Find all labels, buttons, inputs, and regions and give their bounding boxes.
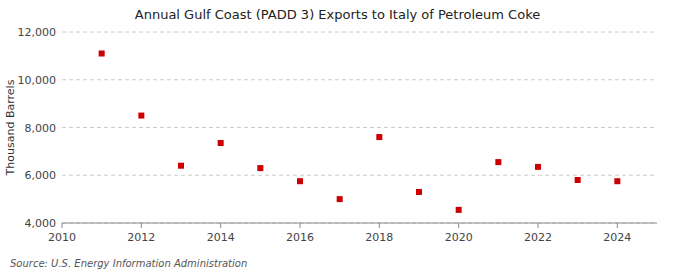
- x-tick: [300, 223, 301, 228]
- x-tick: [141, 223, 142, 228]
- x-axis-line: [62, 223, 657, 224]
- point: [614, 178, 620, 184]
- x-tick: [220, 223, 221, 228]
- x-tick: [538, 223, 539, 228]
- x-tick-label: 2016: [286, 231, 314, 244]
- y-tick-label: 4,000: [25, 217, 57, 230]
- grid-line: [62, 79, 657, 80]
- point: [218, 140, 224, 146]
- grid-line: [62, 32, 657, 33]
- y-tick-label: 10,000: [18, 74, 57, 87]
- point: [297, 178, 303, 184]
- point: [337, 196, 343, 202]
- point: [416, 189, 422, 195]
- x-tick-label: 2024: [603, 231, 631, 244]
- point: [495, 159, 501, 165]
- x-tick-label: 2012: [127, 231, 155, 244]
- x-tick-label: 2018: [365, 231, 393, 244]
- point: [456, 207, 462, 213]
- x-tick-label: 2022: [524, 231, 552, 244]
- source-note: Source: U.S. Energy Information Administ…: [10, 258, 247, 269]
- point: [99, 50, 105, 56]
- point: [376, 134, 382, 140]
- grid-line: [62, 175, 657, 176]
- point: [575, 177, 581, 183]
- point: [257, 165, 263, 171]
- x-tick-label: 2014: [207, 231, 235, 244]
- point: [535, 164, 541, 170]
- grid-line: [62, 127, 657, 128]
- title: Annual Gulf Coast (PADD 3) Exports to It…: [135, 7, 540, 22]
- point: [178, 163, 184, 169]
- x-tick-label: 2020: [445, 231, 473, 244]
- x-tick: [617, 223, 618, 228]
- x-tick: [458, 223, 459, 228]
- point: [138, 113, 144, 119]
- y-tick-label: 12,000: [18, 26, 57, 39]
- chart: Annual Gulf Coast (PADD 3) Exports to It…: [0, 0, 675, 275]
- y-tick-label: 6,000: [25, 169, 57, 182]
- points: [99, 50, 621, 212]
- x-tick: [379, 223, 380, 228]
- grid-line: [62, 223, 657, 224]
- x-tick-label: 2010: [48, 231, 76, 244]
- y-axis-label: Thousand Barrels: [4, 79, 17, 176]
- y-tick-label: 8,000: [25, 122, 57, 135]
- x-tick: [62, 223, 63, 228]
